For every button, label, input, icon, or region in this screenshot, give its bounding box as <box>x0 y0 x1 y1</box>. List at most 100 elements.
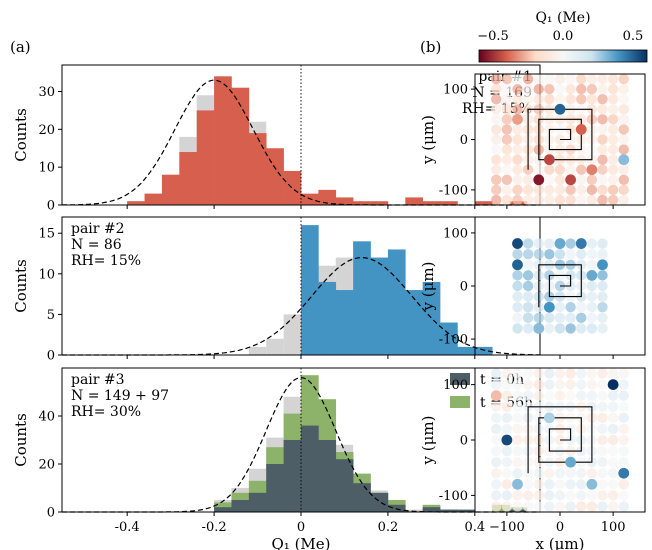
measurement-point <box>501 379 513 390</box>
histogram-bar <box>231 500 250 512</box>
x-tick-label: 0.2 <box>378 520 399 535</box>
measurement-point <box>618 174 629 186</box>
measurement-point <box>512 248 523 260</box>
highlight-point <box>554 238 566 249</box>
histogram-bar <box>248 492 267 512</box>
measurement-point <box>533 73 544 85</box>
measurement-point <box>554 83 566 95</box>
measurement-point <box>544 83 555 95</box>
measurement-point <box>544 490 555 501</box>
y-axis-label: y (μm) <box>419 416 437 466</box>
measurement-point <box>618 368 629 379</box>
measurement-point <box>597 312 608 324</box>
measurement-point <box>501 368 513 379</box>
measurement-point <box>522 184 534 196</box>
histogram-bar <box>440 322 458 355</box>
measurement-point <box>501 456 513 468</box>
measurement-point <box>597 124 608 135</box>
measurement-point <box>597 280 608 292</box>
measurement-point <box>565 194 576 206</box>
measurement-point <box>512 83 523 95</box>
measurement-point <box>554 164 566 175</box>
measurement-point <box>554 174 566 186</box>
x-tick-label: 0 <box>556 520 564 535</box>
measurement-point <box>597 323 608 334</box>
measurement-point <box>576 379 587 390</box>
measurement-point <box>512 302 523 313</box>
histogram-bar <box>370 257 389 355</box>
measurement-point <box>512 174 523 186</box>
highlight-point <box>618 467 630 479</box>
measurement-point <box>491 490 502 501</box>
measurement-spiral-path <box>538 264 582 308</box>
measurement-point <box>522 259 534 270</box>
measurement-point <box>576 501 587 512</box>
y-axis-label: Counts <box>12 413 30 467</box>
measurement-point <box>522 291 534 302</box>
gaussian-fit-line <box>62 257 540 356</box>
measurement-point <box>533 184 544 196</box>
measurement-point <box>607 445 619 457</box>
measurement-point <box>607 368 619 379</box>
measurement-point <box>576 468 587 479</box>
measurement-point <box>607 423 619 435</box>
measurement-point <box>618 390 629 401</box>
y-tick-label: 0 <box>47 506 55 521</box>
measurement-point <box>501 184 513 196</box>
histogram-bar <box>318 189 337 205</box>
measurement-point <box>501 194 513 206</box>
measurement-point <box>501 124 513 135</box>
annotation-text: RH= 30% <box>71 404 141 420</box>
annotation-text: N = 149 + 97 <box>71 388 169 404</box>
measurement-point <box>565 379 576 390</box>
measurement-point <box>533 302 544 313</box>
x-tick-label: −100 <box>489 520 525 535</box>
measurement-point <box>576 390 587 401</box>
measurement-point <box>533 501 544 512</box>
highlight-point <box>554 103 566 115</box>
measurement-point <box>501 174 513 186</box>
highlight-point <box>575 238 587 249</box>
histogram-bar <box>248 133 267 205</box>
colorbar: Q₁ (Me) −0.5 0.0 0.5 <box>477 10 648 63</box>
measurement-point <box>501 479 513 490</box>
measurement-point <box>512 434 523 446</box>
measurement-point <box>491 104 502 115</box>
measurement-point <box>586 490 598 501</box>
measurement-point <box>618 401 629 412</box>
measurement-point <box>597 412 608 424</box>
measurement-point <box>597 154 608 165</box>
measurement-point <box>597 468 608 479</box>
measurement-point <box>597 379 608 390</box>
measurement-point <box>491 164 502 175</box>
gray-bar <box>266 338 284 355</box>
histogram-bar <box>457 346 476 355</box>
histogram-bar <box>370 492 389 512</box>
measurement-point <box>597 248 608 260</box>
measurement-point <box>544 238 555 249</box>
measurement-point <box>522 379 534 390</box>
measurement-point <box>607 434 619 446</box>
measurement-point <box>522 248 534 260</box>
measurement-point <box>522 368 534 379</box>
measurement-point <box>607 490 619 501</box>
measurement-point <box>618 501 629 512</box>
histogram-bar <box>370 201 389 205</box>
measurement-point <box>544 174 555 186</box>
measurement-point <box>618 479 629 490</box>
y-tick-label: 0 <box>47 199 55 214</box>
measurement-point <box>544 164 555 175</box>
measurement-point <box>618 134 629 145</box>
measurement-point <box>618 104 629 115</box>
measurement-point <box>522 323 534 334</box>
measurement-point <box>522 468 534 479</box>
measurement-point <box>512 490 523 501</box>
measurement-point <box>597 238 608 249</box>
annotation-text: pair #2 <box>71 221 125 237</box>
measurement-point <box>618 434 629 446</box>
measurement-point <box>533 83 544 95</box>
measurement-point <box>544 93 555 105</box>
measurement-point <box>554 93 566 105</box>
y-tick-label: 30 <box>38 85 55 100</box>
measurement-point <box>522 83 534 95</box>
